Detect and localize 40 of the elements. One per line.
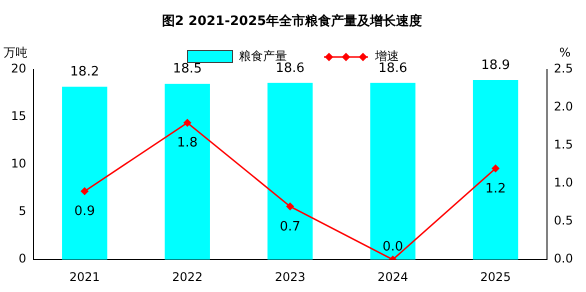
- x-tick-label: 2025: [480, 270, 511, 284]
- y-tick-label: 10: [10, 156, 26, 171]
- y2-tick-label: 0.5: [554, 214, 574, 228]
- x-tick-label: 2024: [378, 270, 408, 284]
- point: [286, 202, 294, 210]
- data-label: 0.7: [280, 219, 300, 234]
- y2-tick-label: 0.0: [554, 252, 574, 266]
- y2-tick-label: 1.0: [554, 176, 574, 190]
- y2-tick-label: 2.5: [554, 62, 574, 76]
- y2-tick-label: 1.5: [554, 138, 574, 152]
- data-label: 18.5: [172, 62, 202, 77]
- legend-label: 粮食产量: [239, 48, 287, 63]
- y2-axis-title: %: [559, 46, 571, 60]
- y-tick-label: 15: [10, 109, 26, 124]
- data-label: 18.6: [378, 60, 408, 76]
- data-label: 1.8: [177, 136, 198, 151]
- point: [184, 119, 192, 127]
- legend-label: 增速: [375, 48, 399, 63]
- data-label: 0.0: [382, 239, 404, 254]
- y2-tick-label: 2.0: [554, 100, 574, 114]
- bar: [62, 86, 108, 260]
- point: [492, 164, 500, 172]
- bar: [267, 82, 313, 260]
- x-tick-label: 2022: [172, 270, 203, 284]
- y-tick-label: 20: [10, 62, 26, 76]
- data-label: 18.9: [481, 58, 510, 73]
- x-tick-label: 2021: [69, 270, 100, 284]
- y-axis-title: 万吨: [3, 46, 28, 60]
- data-label: 18.6: [276, 60, 305, 76]
- chart-title: 图2 2021-2025年全市粮食产量及增长速度: [162, 13, 422, 30]
- x-tick-label: 2023: [274, 270, 306, 284]
- y-tick-label: 0: [18, 252, 26, 266]
- data-label: 0.9: [74, 204, 95, 220]
- y-tick-label: 5: [18, 204, 26, 218]
- data-label: 18.2: [70, 64, 100, 80]
- point: [80, 187, 88, 195]
- bar: [472, 80, 518, 260]
- bar: [164, 84, 210, 260]
- bar: [370, 82, 416, 260]
- data-label: 1.2: [485, 181, 506, 196]
